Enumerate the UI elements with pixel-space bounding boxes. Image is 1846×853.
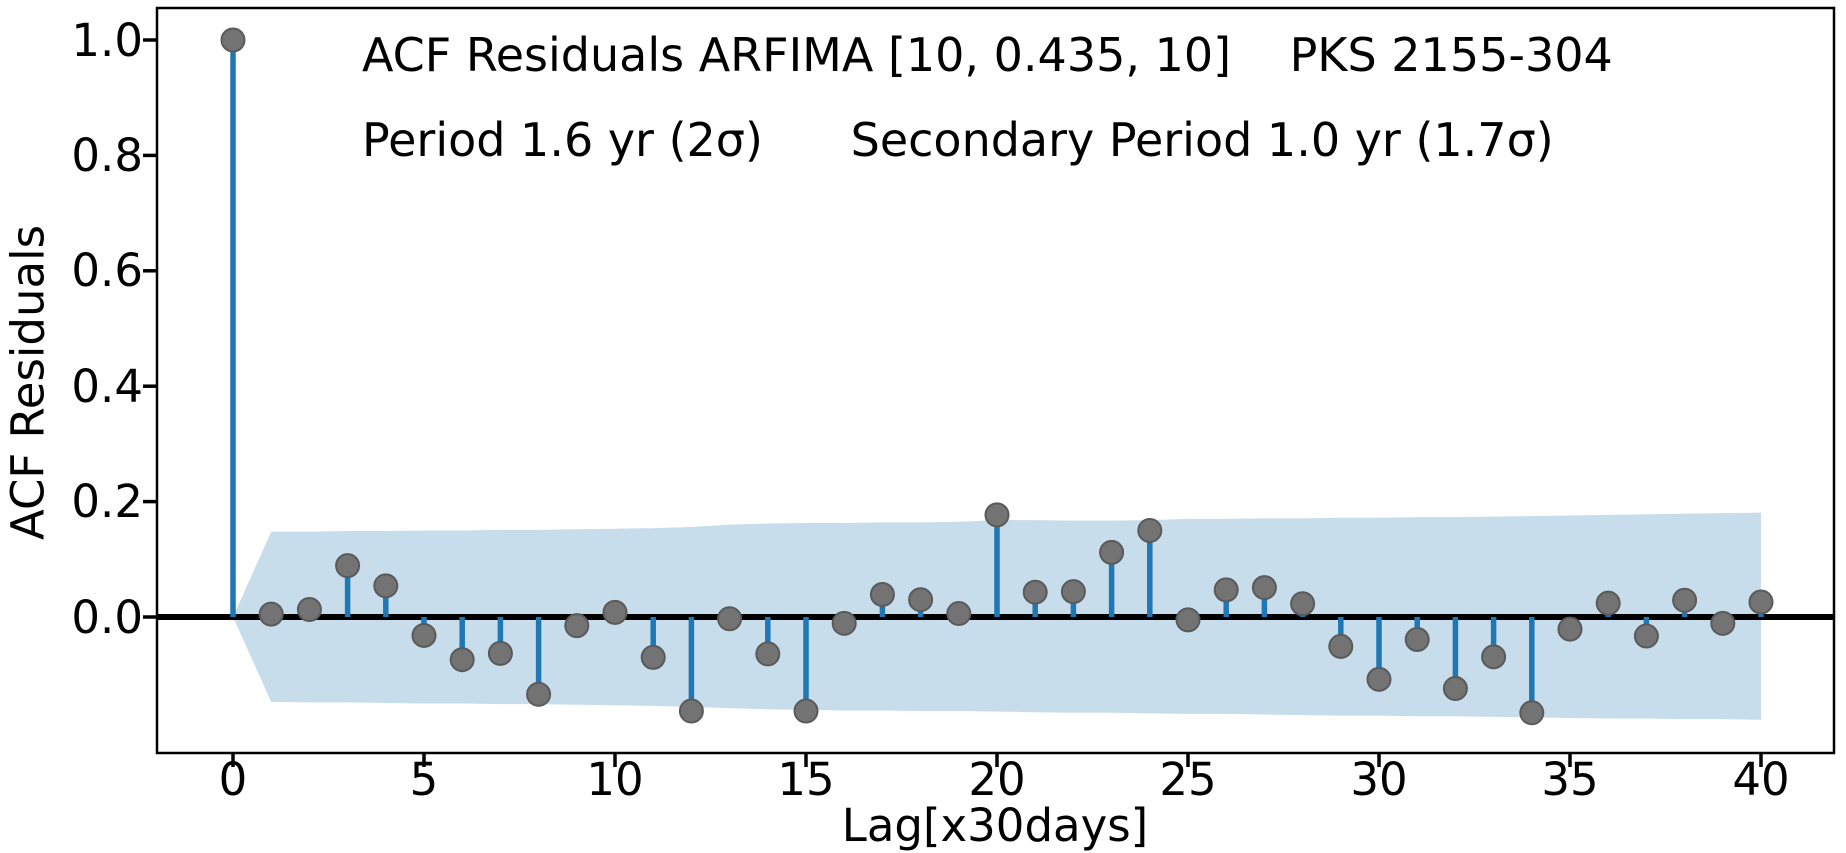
- marker-lag-0: [220, 27, 246, 53]
- marker-lag-34: [1519, 700, 1545, 726]
- marker-lag-38: [1672, 587, 1698, 613]
- marker-lag-29: [1328, 633, 1354, 659]
- marker-lag-25: [1175, 607, 1201, 633]
- y-tick-label-1.0: 1.0: [71, 13, 143, 67]
- marker-lag-24: [1137, 517, 1163, 543]
- marker-lag-1: [258, 601, 284, 627]
- y-tick-label-0.6: 0.6: [71, 244, 143, 298]
- marker-lag-4: [373, 573, 399, 599]
- marker-lag-6: [449, 647, 475, 673]
- marker-lag-11: [640, 644, 666, 670]
- marker-lag-36: [1595, 590, 1621, 616]
- marker-lag-13: [717, 606, 743, 632]
- marker-lag-30: [1366, 666, 1392, 692]
- x-tick-label-15: 15: [777, 753, 835, 806]
- marker-lag-12: [678, 698, 704, 724]
- marker-lag-3: [335, 553, 361, 579]
- y-tick-label-0.0: 0.0: [71, 590, 143, 644]
- x-tick-label-40: 40: [1732, 753, 1790, 806]
- marker-lag-17: [869, 581, 895, 607]
- marker-lag-8: [526, 681, 552, 707]
- marker-lag-26: [1213, 577, 1239, 603]
- x-tick-label-10: 10: [586, 753, 644, 806]
- x-tick-label-5: 5: [409, 753, 439, 806]
- marker-lag-37: [1633, 623, 1659, 649]
- marker-lag-27: [1251, 575, 1277, 601]
- y-tick-label-0.4: 0.4: [71, 359, 143, 413]
- marker-lag-28: [1290, 591, 1316, 617]
- marker-lag-9: [564, 613, 590, 639]
- marker-lag-5: [411, 622, 437, 648]
- x-tick-label-25: 25: [1159, 753, 1217, 806]
- marker-lag-2: [296, 596, 322, 622]
- marker-lag-7: [487, 640, 513, 666]
- marker-lag-15: [793, 698, 819, 724]
- marker-lag-16: [831, 610, 857, 636]
- marker-lag-33: [1481, 644, 1507, 670]
- x-tick-label-35: 35: [1541, 753, 1599, 806]
- x-tick-label-20: 20: [968, 753, 1026, 806]
- marker-lag-31: [1404, 627, 1430, 653]
- x-axis-label: Lag[x30days]: [841, 799, 1149, 852]
- marker-lag-20: [984, 502, 1010, 528]
- marker-lag-18: [908, 587, 934, 613]
- marker-lag-21: [1022, 579, 1048, 605]
- chart-title: ACF Residuals ARFIMA [10, 0.435, 10] PKS…: [362, 28, 1613, 82]
- chart-subtitle: Period 1.6 yr (2σ) Secondary Period 1.0 …: [362, 113, 1554, 167]
- y-tick-label-0.2: 0.2: [71, 475, 143, 529]
- x-tick-label-30: 30: [1350, 753, 1408, 806]
- marker-lag-22: [1060, 579, 1086, 605]
- marker-lag-23: [1099, 539, 1125, 565]
- x-tick-label-0: 0: [218, 753, 248, 806]
- marker-lag-14: [755, 641, 781, 667]
- marker-lag-39: [1710, 610, 1736, 636]
- marker-lag-19: [946, 601, 972, 627]
- marker-lag-40: [1748, 589, 1774, 615]
- marker-lag-35: [1557, 616, 1583, 642]
- y-tick-label-0.8: 0.8: [71, 128, 143, 182]
- marker-lag-32: [1442, 676, 1468, 702]
- marker-lag-10: [602, 599, 628, 625]
